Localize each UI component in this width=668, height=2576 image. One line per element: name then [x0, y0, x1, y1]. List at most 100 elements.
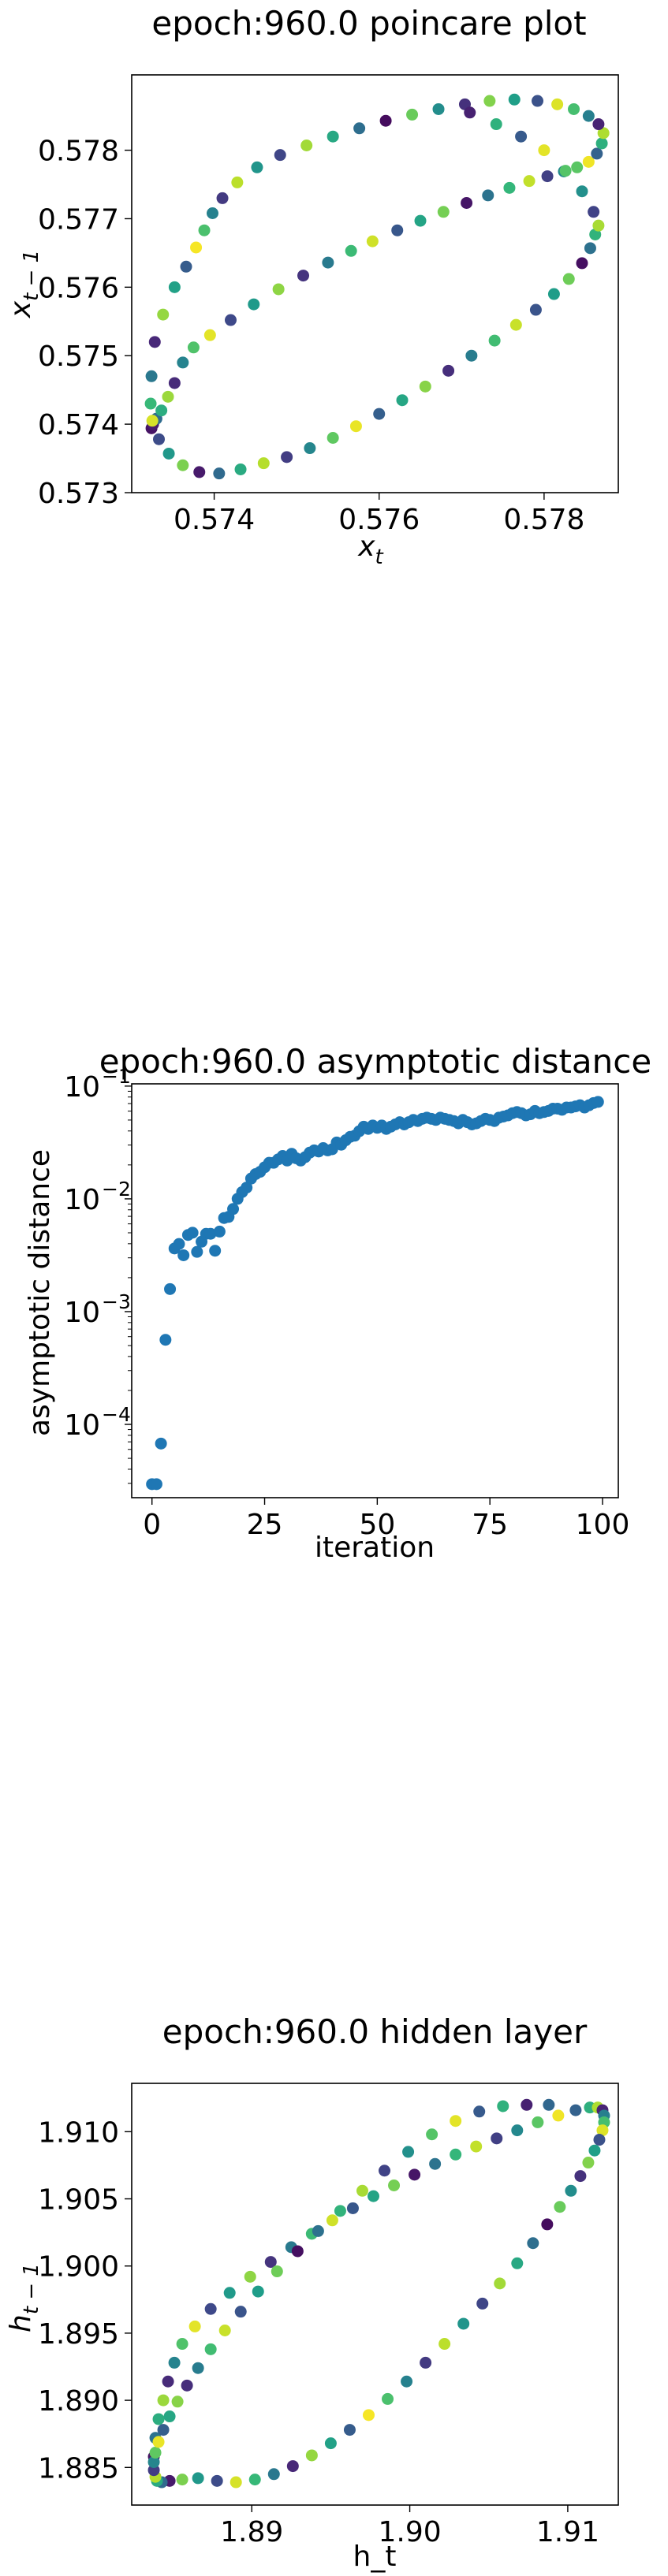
scatter-point: [209, 1245, 222, 1257]
scatter-point: [409, 2168, 421, 2181]
scatter-point: [171, 2395, 184, 2408]
scatter-point: [589, 228, 602, 240]
y-axis-label: asymptotic distance: [24, 1149, 56, 1436]
y-tick-label: 1.885: [38, 2452, 119, 2485]
data-points: [147, 2098, 610, 2489]
scatter-point: [272, 283, 285, 296]
x-tick-label: 1.90: [378, 2516, 441, 2548]
scatter-point: [192, 2472, 204, 2485]
scatter-point: [576, 257, 588, 270]
scatter-point: [457, 2317, 470, 2330]
scatter-point: [150, 1478, 162, 1491]
y-tick-label: 10: [64, 1071, 100, 1104]
scatter-point: [234, 2306, 247, 2318]
x-tick-label: 0.576: [338, 504, 420, 536]
y-tick-label: 10: [64, 1409, 100, 1442]
scatter-point: [476, 2297, 489, 2310]
scatter-point: [157, 2424, 170, 2436]
scatter-point: [450, 2148, 462, 2161]
y-tick-label: 1.895: [38, 2318, 119, 2351]
scatter-point: [187, 341, 200, 354]
chart-title: epoch:960.0 hidden layer: [162, 2012, 588, 2051]
scatter-point: [356, 2184, 368, 2197]
scatter-point: [461, 196, 473, 209]
scatter-point: [176, 2474, 188, 2486]
scatter-point: [159, 1334, 172, 1346]
scatter-point: [465, 349, 478, 362]
scatter-point: [402, 2146, 415, 2158]
scatter-point: [163, 2410, 176, 2423]
scatter-point: [532, 95, 544, 107]
y-tick-exponent: −2: [102, 1178, 131, 1201]
y-tick-label: 10: [64, 1297, 100, 1329]
scatter-point: [281, 451, 293, 463]
x-tick-label: 0.574: [174, 504, 255, 536]
x-tick-label: 0.578: [503, 504, 584, 536]
scatter-point: [353, 122, 366, 135]
scatter-point: [582, 155, 595, 168]
scatter-point: [252, 2285, 264, 2298]
x-tick-label: 25: [247, 1509, 283, 1541]
scatter-point: [168, 377, 181, 389]
scatter-point: [437, 206, 450, 218]
scatter-point: [326, 2214, 338, 2227]
scatter-point: [420, 2356, 432, 2369]
scatter-point: [592, 118, 605, 131]
scatter-point: [162, 2375, 174, 2388]
x-tick-label: 1.91: [536, 2516, 599, 2548]
scatter-point: [503, 181, 516, 194]
scatter-point: [541, 2218, 554, 2231]
scatter-point: [591, 1096, 604, 1108]
scatter-point: [494, 2277, 506, 2290]
scatter-point: [547, 288, 560, 300]
scatter-point: [429, 2157, 442, 2170]
scatter-point: [388, 2179, 401, 2191]
scatter-point: [442, 364, 455, 377]
x-axis-label: h_t: [353, 2541, 397, 2573]
scatter-point: [482, 189, 494, 202]
scatter-point: [568, 102, 580, 115]
scatter-point: [584, 242, 596, 255]
scatter-point: [367, 2190, 379, 2202]
x-axis-ticks: 0 25 50 75 100: [143, 1498, 629, 1541]
scatter-point: [569, 2104, 582, 2116]
scatter-point: [145, 370, 158, 382]
scatter-point: [162, 447, 175, 460]
scatter-point: [286, 2460, 299, 2473]
scatter-point: [541, 170, 554, 183]
scatter-point: [168, 2356, 181, 2369]
scatter-point: [162, 390, 174, 403]
scatter-point: [488, 334, 501, 347]
scatter-point: [473, 2105, 486, 2118]
scatter-point: [450, 2115, 462, 2127]
scatter-point: [186, 1227, 199, 1239]
scatter-point: [257, 457, 270, 470]
scatter-point: [153, 433, 166, 445]
y-axis-ticks: 10−410−310−210−1: [64, 1065, 132, 1484]
scatter-point: [595, 137, 608, 150]
scatter-point: [224, 314, 237, 326]
scatter-point: [382, 2392, 394, 2405]
scatter-point: [216, 192, 229, 204]
scatter-point: [366, 235, 379, 248]
scatter-point: [192, 2362, 204, 2374]
scatter-point: [241, 1182, 253, 1194]
plot-frame: [131, 2083, 619, 2506]
scatter-point: [177, 1249, 190, 1261]
scatter-point: [146, 415, 159, 427]
scatter-point: [327, 130, 339, 143]
y-axis-ticks: 0.573 0.574 0.575 0.576 0.577 0.578: [38, 136, 132, 510]
scatter-point: [203, 329, 216, 341]
scatter-point: [532, 2116, 544, 2128]
scatter-point: [362, 2409, 375, 2422]
scatter-point: [559, 165, 572, 177]
scatter-point: [490, 118, 502, 131]
scatter-point: [188, 2320, 201, 2332]
chart-title: epoch:960.0 poincare plot: [151, 4, 586, 43]
scatter-point: [596, 2124, 609, 2137]
y-tick-label: 0.578: [38, 136, 119, 168]
scatter-point: [562, 273, 575, 285]
y-axis-label: ht − 1: [5, 2263, 43, 2332]
scatter-point: [177, 356, 189, 369]
x-tick-label: 75: [472, 1509, 508, 1541]
